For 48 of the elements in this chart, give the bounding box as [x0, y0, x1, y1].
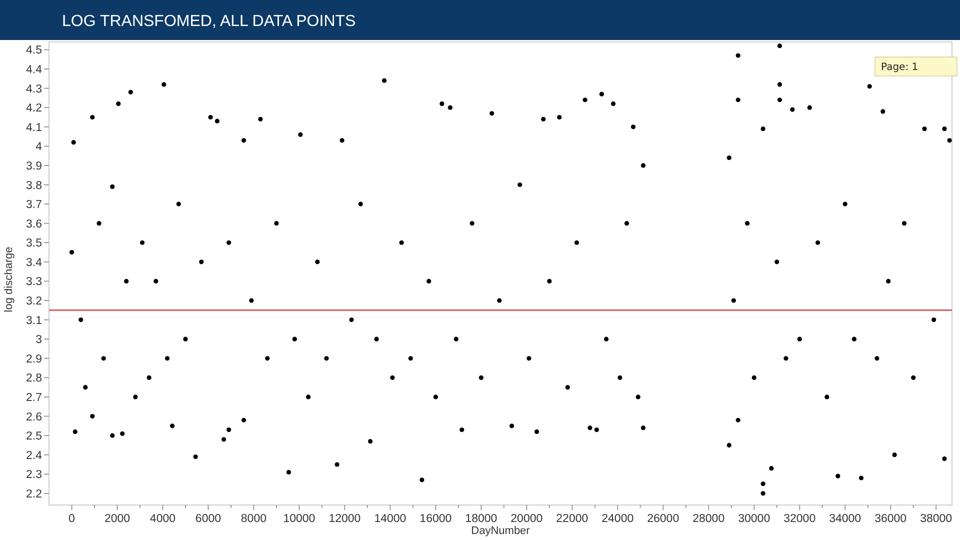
y-tick-label: 2.9: [26, 353, 42, 366]
x-tick-label: 6000: [195, 513, 222, 525]
x-tick-label: 32000: [784, 513, 816, 525]
x-tick-label: 28000: [692, 513, 725, 525]
y-tick-label: 3: [36, 334, 42, 346]
y-tick-label: 3.4: [26, 256, 43, 269]
y-tick-label: 2.2: [26, 488, 42, 500]
y-tick-label: 4.4: [26, 64, 43, 76]
y-tick-label: 2.3: [26, 469, 42, 482]
x-tick-label: 24000: [602, 513, 634, 525]
y-tick-label: 3.1: [26, 314, 42, 327]
y-tick-label: 3.7: [26, 199, 42, 212]
x-tick-label: 20000: [510, 513, 543, 525]
x-tick-label: 8000: [240, 513, 267, 525]
x-tick-label: 16000: [420, 513, 452, 525]
y-axis-title: log discharge: [3, 246, 15, 312]
x-tick-label: 0: [68, 513, 75, 525]
chart-title: LOG TRANSFOMED, ALL DATA POINTS: [62, 13, 356, 30]
y-tick-label: 4.5: [26, 44, 42, 57]
y-tick-label: 3.3: [26, 276, 42, 288]
y-tick-label: 2.5: [26, 430, 42, 443]
x-tick-label: 38000: [920, 513, 952, 525]
y-tick-label: 3.5: [26, 238, 42, 250]
x-tick-label: 12000: [328, 513, 361, 525]
x-tick-label: 10000: [283, 513, 316, 525]
x-tick-label: 14000: [374, 513, 406, 525]
y-tick-label: 3.2: [26, 296, 42, 308]
y-tick-label: 3.8: [26, 180, 42, 192]
x-tick-label: 22000: [556, 513, 588, 525]
x-tick-label: 26000: [647, 513, 680, 525]
y-tick-label: 2.4: [26, 450, 43, 462]
y-tick-label: 3.9: [26, 160, 42, 172]
y-tick-label: 4: [36, 141, 43, 154]
x-axis-title: DayNumber: [471, 525, 530, 537]
y-tick-label: 2.6: [26, 411, 42, 424]
x-tick-label: 36000: [874, 513, 907, 525]
x-tick-label: 2000: [104, 513, 130, 525]
y-tick-label: 4.1: [26, 122, 42, 134]
x-tick-label: 4000: [150, 513, 176, 525]
annotation: Page: 1: [881, 62, 918, 73]
y-tick-label: 4.3: [26, 83, 42, 96]
x-tick-label: 18000: [465, 513, 498, 525]
y-tick-label: 4.2: [26, 102, 42, 115]
x-tick-label: 34000: [829, 513, 862, 525]
y-tick-label: 2.8: [26, 372, 42, 385]
x-tick-label: 30000: [738, 513, 770, 525]
y-tick-label: 2.7: [26, 392, 42, 404]
y-tick-label: 3.6: [26, 218, 42, 230]
